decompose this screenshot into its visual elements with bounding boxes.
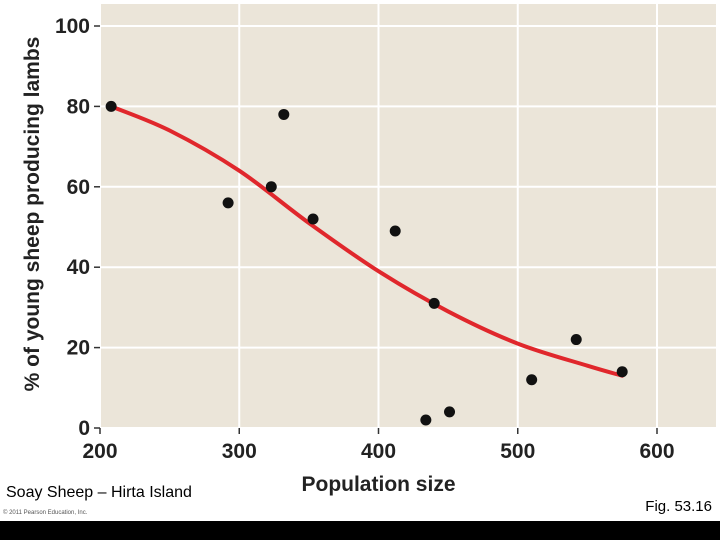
y-tick-label-60: 60 (67, 176, 90, 199)
x-axis-ticks: 200 300 400 500 600 (82, 428, 675, 463)
y-tick-label-20: 20 (67, 337, 90, 360)
data-point-9 (444, 406, 456, 418)
caption-location: Soay Sheep – Hirta Island (6, 484, 192, 501)
x-axis-label: Population size (301, 473, 455, 496)
grid-lines (99, 4, 716, 429)
data-point-2 (222, 197, 234, 209)
y-tick-label-100: 100 (55, 15, 90, 38)
data-point-6 (389, 225, 401, 237)
trend-line (109, 104, 625, 378)
data-point-4 (278, 108, 290, 120)
data-point-1 (105, 100, 117, 112)
data-points (105, 100, 628, 426)
copyright-notice: © 2011 Pearson Education, Inc. (3, 510, 88, 516)
data-point-8 (428, 297, 440, 309)
x-tick-label-200: 200 (82, 440, 117, 463)
bottom-bar (0, 521, 720, 540)
y-tick-label-80: 80 (67, 95, 90, 118)
data-point-11 (570, 334, 582, 346)
data-point-12 (616, 366, 628, 378)
y-tick-label-0: 0 (78, 417, 90, 440)
x-tick-label-400: 400 (361, 440, 396, 463)
data-point-10 (526, 374, 538, 386)
y-axis-ticks: 0 20 40 60 80 100 (55, 15, 100, 440)
data-point-7 (420, 414, 432, 426)
x-tick-label-600: 600 (639, 440, 674, 463)
caption-figure-number: Fig. 53.16 (645, 498, 712, 515)
x-tick-label-500: 500 (500, 440, 535, 463)
x-tick-label-300: 300 (222, 440, 257, 463)
data-point-5 (307, 213, 319, 225)
y-tick-label-40: 40 (67, 256, 90, 279)
y-axis-label: % of young sheep producing lambs (21, 37, 44, 392)
data-point-3 (265, 181, 277, 193)
plot-area (100, 4, 716, 428)
